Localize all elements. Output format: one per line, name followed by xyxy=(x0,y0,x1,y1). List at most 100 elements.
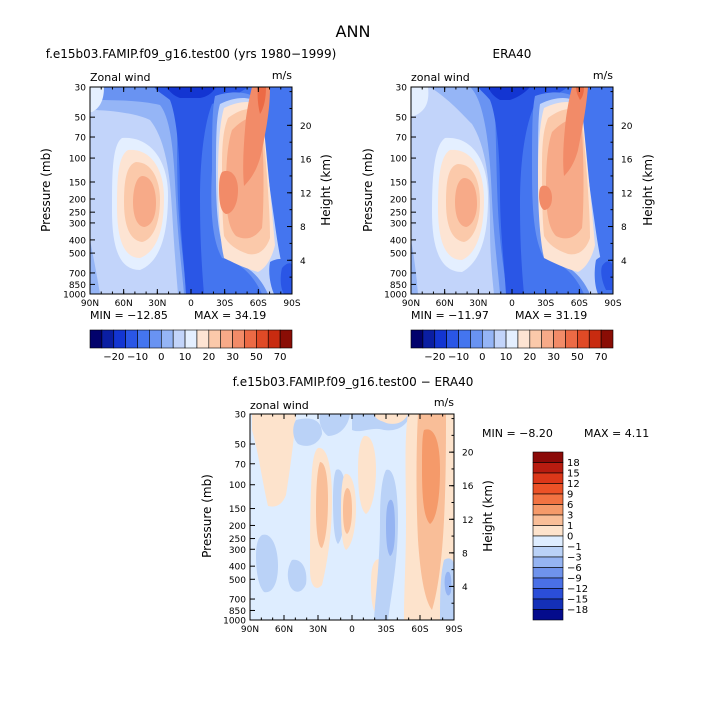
contour-field xyxy=(90,87,292,294)
colorbar-swatch xyxy=(184,329,198,349)
y-tick-label: 100 xyxy=(390,155,407,165)
contour-band xyxy=(219,170,238,214)
colorbar-swatch xyxy=(532,525,564,537)
colorbar-swatch xyxy=(196,329,210,349)
y2-tick-label: 20 xyxy=(300,122,312,132)
colorbar-swatch xyxy=(532,504,564,516)
colorbar-label: −9 xyxy=(567,574,582,585)
colorbar-swatch xyxy=(532,588,564,600)
colorbar-swatch xyxy=(493,329,507,349)
colorbar-swatch xyxy=(267,329,281,349)
panel-title: f.e15b03.FAMIP.f09_g16.test00 (yrs 1980−… xyxy=(46,47,337,61)
x-tick-label: 90S xyxy=(283,299,300,309)
y-tick-label: 100 xyxy=(69,155,86,165)
colorbar-swatch xyxy=(137,329,150,349)
y2-tick-label: 4 xyxy=(462,583,468,593)
contour-band xyxy=(576,87,584,100)
colorbar-swatch xyxy=(208,329,222,349)
colorbar-label: 20 xyxy=(523,352,536,363)
colorbar-swatch xyxy=(505,329,519,349)
contour-band xyxy=(293,418,322,446)
x-tick-label: 60S xyxy=(411,625,428,635)
axes: 90N 60N 30N 0 30S 60S 90S 30 50 70 100 150 200 250300… xyxy=(223,411,474,636)
y-tick-label: 1000 xyxy=(63,291,86,301)
y2-tick-label: 16 xyxy=(300,156,312,166)
axes: 90N 60N 30N 0 30S 60S 90S 30 50 70 100 150 200 250300… xyxy=(63,84,312,310)
y-tick-label: 200 xyxy=(390,195,407,205)
colorbar: −20 −10 0 10 20 30 50 70 xyxy=(410,329,614,363)
y-tick-label: 850 xyxy=(229,607,246,617)
colorbar-swatch xyxy=(532,535,564,547)
max-label: MAX = 4.11 xyxy=(584,427,649,440)
colorbar-label: 1 xyxy=(567,521,573,532)
x-tick-label: 90N xyxy=(81,299,99,309)
colorbar-label: 6 xyxy=(567,500,573,511)
min-label: MIN = −11.97 xyxy=(411,309,489,322)
colorbar-swatch xyxy=(532,577,564,589)
contour-band xyxy=(257,87,266,114)
colorbar-label: 9 xyxy=(567,490,573,501)
colorbar-swatch xyxy=(553,329,566,349)
colorbar: −20 −10 0 10 20 30 50 70 xyxy=(89,329,293,363)
y2-tick-label: 16 xyxy=(621,156,633,166)
contour-band xyxy=(133,176,156,227)
contour-band xyxy=(343,488,352,534)
colorbar-swatch xyxy=(101,329,115,349)
colorbar-swatch xyxy=(565,329,578,349)
max-label: MAX = 34.19 xyxy=(194,309,266,322)
y2-tick-label: 8 xyxy=(621,223,627,233)
x-tick-label: 30N xyxy=(148,299,166,309)
colorbar-label: 0 xyxy=(567,532,573,543)
y-axis-label: Pressure (mb) xyxy=(200,474,214,558)
contour-band xyxy=(166,87,216,98)
colorbar-label: 20 xyxy=(202,352,215,363)
contour-band xyxy=(422,429,440,524)
y-tick-label: 850 xyxy=(390,281,407,291)
colorbar-swatch xyxy=(588,329,602,349)
x-tick-label: 30N xyxy=(309,625,327,635)
colorbar-swatch xyxy=(172,329,186,349)
x-tick-label: 30S xyxy=(216,299,233,309)
contour-band xyxy=(256,534,278,593)
x-tick-label: 60N xyxy=(115,299,133,309)
y-tick-label: 400 xyxy=(390,236,407,246)
colorbar-swatch xyxy=(532,451,564,463)
contour-band xyxy=(319,414,350,436)
colorbar-label: −12 xyxy=(567,584,588,595)
y2-tick-label: 16 xyxy=(462,482,474,492)
colorbar-swatch xyxy=(517,329,531,349)
colorbar-swatch xyxy=(532,493,564,505)
y-tick-label: 200 xyxy=(229,522,246,532)
contour-band xyxy=(386,499,395,556)
y-tick-label: 100 xyxy=(229,481,246,491)
contour-band xyxy=(90,87,104,112)
colorbar-label: 0 xyxy=(479,352,485,363)
y-tick-label: 250 xyxy=(390,209,407,219)
y-tick-label: 700 xyxy=(69,269,86,279)
contour-band xyxy=(510,123,518,137)
contour-band xyxy=(280,263,292,294)
colorbar-label: −18 xyxy=(567,605,588,616)
colorbar-swatch xyxy=(541,329,554,349)
y-tick-label: 500 xyxy=(390,250,407,260)
colorbar-label: −15 xyxy=(567,595,588,606)
colorbar-label: 50 xyxy=(571,352,584,363)
figure-title: ANN xyxy=(336,22,371,41)
colorbar-label: −3 xyxy=(567,553,582,564)
y-tick-label: 200 xyxy=(69,195,86,205)
colorbar-swatch xyxy=(279,329,293,349)
y2-axis-label: Height (km) xyxy=(641,154,655,225)
y2-tick-label: 12 xyxy=(621,189,632,199)
y-tick-label: 400 xyxy=(229,563,246,573)
colorbar-label: 3 xyxy=(567,511,573,522)
panel-title: ERA40 xyxy=(493,47,532,61)
contour-band xyxy=(154,87,248,294)
colorbar-label: 70 xyxy=(595,352,608,363)
contour-band xyxy=(374,414,408,424)
y2-tick-label: 4 xyxy=(621,257,627,267)
min-label: MIN = −8.20 xyxy=(482,427,553,440)
y-tick-label: 150 xyxy=(229,505,246,515)
colorbar-label: −10 xyxy=(448,352,469,363)
field-label: Zonal wind xyxy=(90,71,151,84)
